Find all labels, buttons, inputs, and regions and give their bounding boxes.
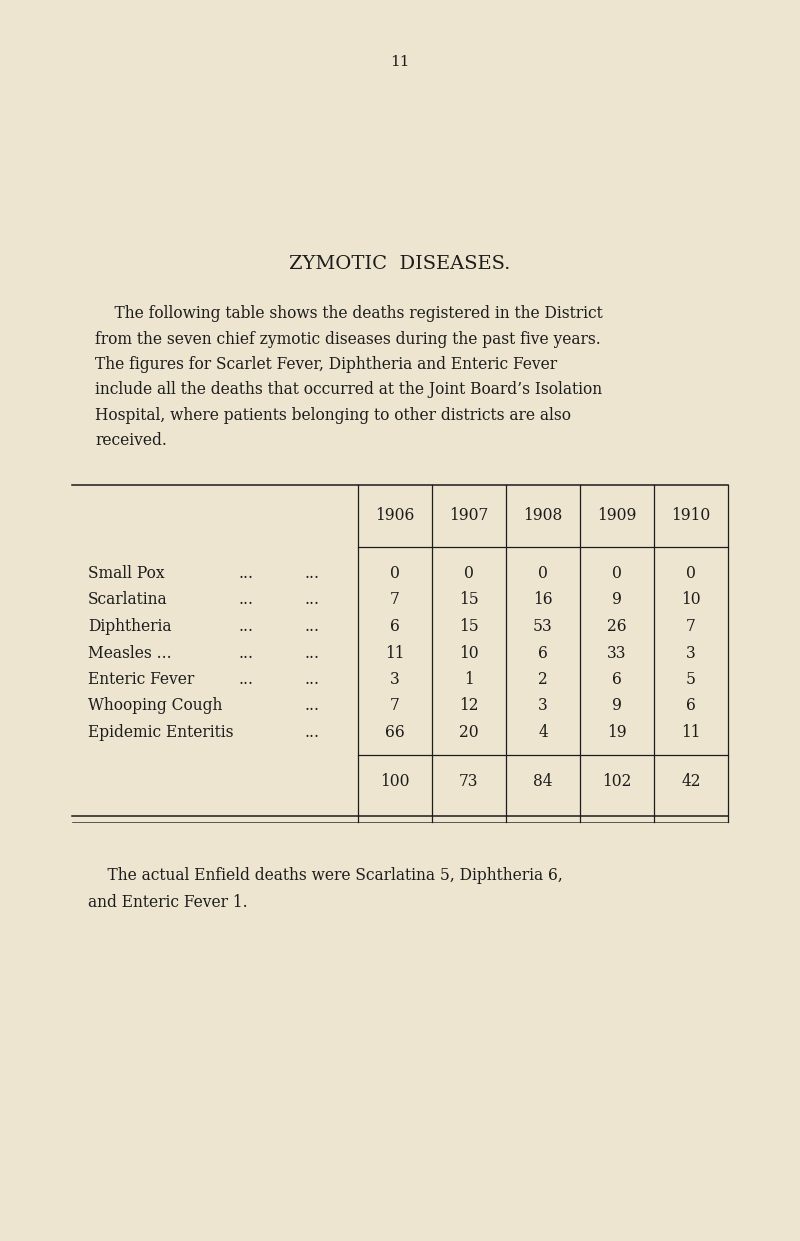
Text: 11: 11 — [386, 644, 405, 661]
Text: Scarlatina: Scarlatina — [88, 592, 168, 608]
Text: 9: 9 — [612, 592, 622, 608]
Text: Whooping Cough: Whooping Cough — [88, 697, 222, 715]
Text: 0: 0 — [612, 565, 622, 582]
Text: 16: 16 — [533, 592, 553, 608]
Text: ...: ... — [238, 618, 253, 635]
Text: The figures for Scarlet Fever, Diphtheria and Enteric Fever: The figures for Scarlet Fever, Diphtheri… — [95, 356, 557, 374]
Text: 5: 5 — [686, 671, 696, 688]
Text: 0: 0 — [538, 565, 548, 582]
Text: The following table shows the deaths registered in the District: The following table shows the deaths reg… — [95, 305, 602, 321]
Text: 1906: 1906 — [375, 508, 414, 524]
Text: 15: 15 — [459, 592, 479, 608]
Text: 0: 0 — [464, 565, 474, 582]
Text: 11: 11 — [390, 55, 410, 69]
Text: ...: ... — [238, 592, 253, 608]
Text: 102: 102 — [602, 773, 632, 791]
Text: Measles ...: Measles ... — [88, 644, 172, 661]
Text: 10: 10 — [681, 592, 701, 608]
Text: 1910: 1910 — [671, 508, 710, 524]
Text: 11: 11 — [682, 724, 701, 741]
Text: 33: 33 — [607, 644, 626, 661]
Text: 1909: 1909 — [598, 508, 637, 524]
Text: and Enteric Fever 1.: and Enteric Fever 1. — [88, 894, 248, 911]
Text: 6: 6 — [390, 618, 400, 635]
Text: ...: ... — [305, 565, 320, 582]
Text: 84: 84 — [534, 773, 553, 791]
Text: received.: received. — [95, 433, 167, 449]
Text: Epidemic Enteritis: Epidemic Enteritis — [88, 724, 234, 741]
Text: ...: ... — [305, 697, 320, 715]
Text: ...: ... — [305, 724, 320, 741]
Text: from the seven chief zymotic diseases during the past five years.: from the seven chief zymotic diseases du… — [95, 330, 601, 347]
Text: include all the deaths that occurred at the Joint Board’s Isolation: include all the deaths that occurred at … — [95, 381, 602, 398]
Text: 7: 7 — [686, 618, 696, 635]
Text: 9: 9 — [612, 697, 622, 715]
Text: The actual Enfield deaths were Scarlatina 5, Diphtheria 6,: The actual Enfield deaths were Scarlatin… — [88, 867, 562, 885]
Text: 19: 19 — [607, 724, 627, 741]
Text: 7: 7 — [390, 592, 400, 608]
Text: ...: ... — [238, 671, 253, 688]
Text: 53: 53 — [533, 618, 553, 635]
Text: 100: 100 — [380, 773, 410, 791]
Text: Enteric Fever: Enteric Fever — [88, 671, 194, 688]
Text: Hospital, where patients belonging to other districts are also: Hospital, where patients belonging to ot… — [95, 407, 571, 424]
Text: 73: 73 — [459, 773, 478, 791]
Text: 12: 12 — [459, 697, 478, 715]
Text: 3: 3 — [390, 671, 400, 688]
Text: Small Pox: Small Pox — [88, 565, 165, 582]
Text: 3: 3 — [538, 697, 548, 715]
Text: 6: 6 — [612, 671, 622, 688]
Text: 66: 66 — [385, 724, 405, 741]
Text: ...: ... — [305, 671, 320, 688]
Text: 1907: 1907 — [450, 508, 489, 524]
Text: ...: ... — [238, 565, 253, 582]
Text: 10: 10 — [459, 644, 479, 661]
Text: Diphtheria: Diphtheria — [88, 618, 171, 635]
Text: 4: 4 — [538, 724, 548, 741]
Text: 3: 3 — [686, 644, 696, 661]
Text: 2: 2 — [538, 671, 548, 688]
Text: 6: 6 — [538, 644, 548, 661]
Text: 1908: 1908 — [523, 508, 562, 524]
Text: 0: 0 — [686, 565, 696, 582]
Text: 1: 1 — [464, 671, 474, 688]
Text: 15: 15 — [459, 618, 479, 635]
Text: 26: 26 — [607, 618, 627, 635]
Text: 0: 0 — [390, 565, 400, 582]
Text: 7: 7 — [390, 697, 400, 715]
Text: 6: 6 — [686, 697, 696, 715]
Text: ZYMOTIC  DISEASES.: ZYMOTIC DISEASES. — [290, 254, 510, 273]
Text: ...: ... — [305, 644, 320, 661]
Text: 42: 42 — [682, 773, 701, 791]
Text: ...: ... — [305, 592, 320, 608]
Text: ...: ... — [305, 618, 320, 635]
Text: 20: 20 — [459, 724, 479, 741]
Text: ...: ... — [238, 644, 253, 661]
